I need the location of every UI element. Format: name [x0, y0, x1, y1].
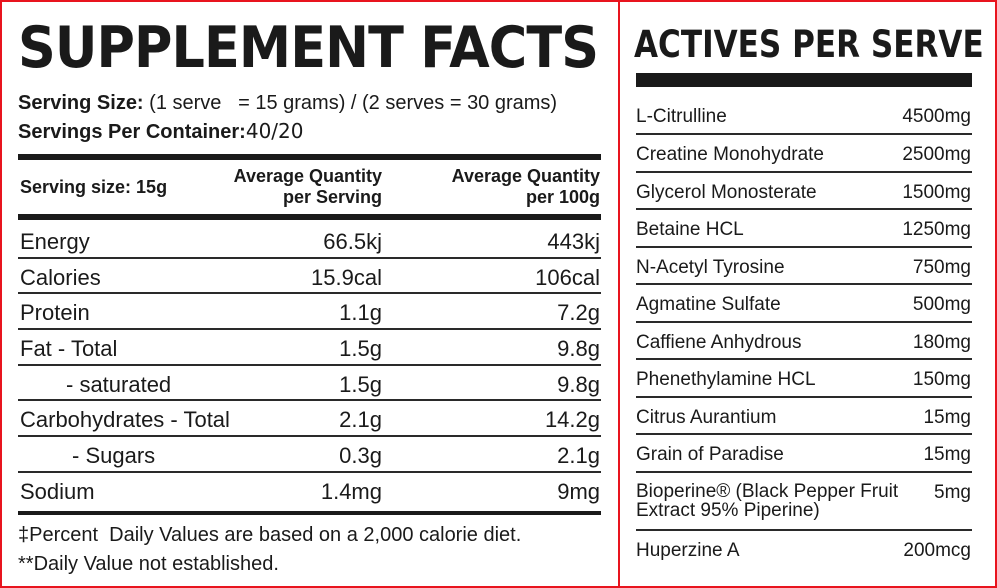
- per-serving-value: 66.5kj: [323, 229, 382, 254]
- active-name: Caffiene Anhydrous: [636, 331, 802, 353]
- active-name: Phenethylamine HCL: [636, 369, 816, 390]
- list-item: Grain of Paradise 15mg: [636, 435, 972, 473]
- active-amount: 15mg: [923, 444, 971, 465]
- active-name: Bioperine® (Black Pepper Fruit Extract 9…: [636, 480, 899, 521]
- active-amount: 180mg: [912, 331, 971, 353]
- serving-size-value: (1 serve = 15 grams) / (2 serves = 30 gr…: [149, 92, 558, 114]
- header-line: per Serving: [282, 187, 382, 207]
- nutrient-label: Fat - Total: [20, 336, 118, 362]
- nutrient-label: Calories: [20, 264, 101, 290]
- nutrient-label: Protein: [20, 300, 90, 326]
- servings-per-container-label: Servings Per Container:: [18, 121, 246, 143]
- list-item: Creatine Monohydrate 2500mg: [636, 135, 972, 173]
- actives-title-rule: [636, 73, 972, 87]
- active-amount: 750mg: [912, 256, 971, 278]
- active-amount: 500mg: [912, 294, 971, 315]
- active-amount: 200mcg: [903, 539, 971, 561]
- table-header-per-serving: Average Quantity per Serving: [200, 166, 382, 208]
- table-header-serving-size: Serving size: 15g: [20, 177, 168, 197]
- per-100g-value: 9.8g: [557, 336, 600, 362]
- nutrient-label: Energy: [20, 229, 90, 254]
- active-name: Grain of Paradise: [636, 444, 784, 465]
- header-rule-top: [18, 154, 601, 160]
- header-line: per 100g: [525, 187, 600, 207]
- list-item: Caffiene Anhydrous 180mg: [636, 323, 972, 360]
- header-line: Average Quantity: [233, 166, 382, 186]
- per-100g-value: 9mg: [557, 478, 600, 504]
- nutrient-label: Sodium: [20, 478, 95, 504]
- table-header-per-100g: Average Quantity per 100g: [420, 166, 600, 208]
- serving-size-label: Serving Size:: [18, 92, 144, 114]
- footnote-not-established: **Daily Value not established.: [18, 553, 279, 575]
- per-100g-value: 7.2g: [557, 300, 600, 326]
- serving-size-line: Serving Size: (1 serve = 15 grams) / (2 …: [18, 91, 557, 115]
- header-rule-bottom: [18, 214, 601, 220]
- nutrient-label: - saturated: [66, 371, 172, 397]
- footer-rule: [18, 511, 601, 515]
- supplement-facts-title: SUPPLEMENT FACTS: [18, 15, 599, 81]
- actives-panel: [618, 0, 997, 588]
- table-row: Sodium 1.4mg 9mg: [18, 473, 601, 509]
- list-item: Huperzine A 200mcg: [636, 531, 972, 568]
- actives-title: ACTIVES PER SERVE: [634, 23, 984, 66]
- active-name: Glycerol Monosterate: [636, 181, 817, 203]
- active-name: Huperzine A: [636, 539, 740, 561]
- nutrient-label: Carbohydrates - Total: [20, 407, 230, 433]
- active-amount: 1250mg: [902, 219, 971, 240]
- per-serving-value: 1.5g: [339, 336, 382, 362]
- table-row: - Sugars 0.3g 2.1g: [18, 437, 601, 473]
- list-item: Bioperine® (Black Pepper Fruit Extract 9…: [636, 473, 972, 531]
- per-serving-value: 2.1g: [339, 407, 382, 433]
- active-amount: 150mg: [912, 369, 971, 390]
- servings-per-container-line: Servings Per Container:40/20: [18, 119, 303, 144]
- active-amount: 2500mg: [902, 144, 971, 165]
- per-serving-value: 1.5g: [339, 371, 382, 397]
- per-serving-value: 15.9cal: [311, 264, 382, 290]
- per-serving-value: 0.3g: [339, 443, 382, 469]
- footnote-daily-values: ‡Percent Daily Values are based on a 2,0…: [18, 524, 522, 546]
- nutrition-table: Energy 66.5kj 443kj Calories 15.9cal 106…: [18, 223, 601, 509]
- per-serving-value: 1.4mg: [320, 478, 382, 504]
- list-item: L-Citrulline 4500mg: [636, 97, 972, 135]
- per-100g-value: 2.1g: [557, 443, 600, 469]
- table-row: Fat - Total 1.5g 9.8g: [18, 330, 601, 366]
- per-100g-value: 443kj: [547, 229, 600, 254]
- active-amount: 5mg: [934, 481, 971, 503]
- active-name: Agmatine Sulfate: [636, 294, 781, 315]
- header-line: Average Quantity: [451, 166, 600, 186]
- active-amount: 4500mg: [902, 106, 971, 127]
- active-name: N-Acetyl Tyrosine: [636, 256, 785, 278]
- list-item: Glycerol Monosterate 1500mg: [636, 173, 972, 210]
- active-name: Creatine Monohydrate: [636, 144, 824, 165]
- list-item: Agmatine Sulfate 500mg: [636, 285, 972, 323]
- table-row: Calories 15.9cal 106cal: [18, 259, 601, 295]
- table-row: Energy 66.5kj 443kj: [18, 223, 601, 259]
- active-name: Betaine HCL: [636, 219, 744, 240]
- table-row: - saturated 1.5g 9.8g: [18, 366, 601, 402]
- active-amount: 1500mg: [902, 181, 971, 203]
- active-name: Citrus Aurantium: [636, 406, 777, 428]
- active-name: L-Citrulline: [636, 106, 727, 127]
- list-item: Citrus Aurantium 15mg: [636, 398, 972, 435]
- per-100g-value: 106cal: [535, 264, 600, 290]
- per-100g-value: 9.8g: [557, 371, 600, 397]
- nutrient-label: - Sugars: [72, 443, 156, 469]
- list-item: Betaine HCL 1250mg: [636, 210, 972, 248]
- table-row: Carbohydrates - Total 2.1g 14.2g: [18, 401, 601, 438]
- per-100g-value: 14.2g: [544, 407, 600, 433]
- list-item: N-Acetyl Tyrosine 750mg: [636, 248, 972, 285]
- servings-per-container-value: 40/20: [245, 119, 304, 143]
- active-amount: 15mg: [923, 406, 971, 428]
- per-serving-value: 1.1g: [339, 300, 382, 326]
- actives-list: L-Citrulline 4500mg Creatine Monohydrate…: [636, 97, 972, 568]
- list-item: Phenethylamine HCL 150mg: [636, 360, 972, 398]
- table-row: Protein 1.1g 7.2g: [18, 294, 601, 331]
